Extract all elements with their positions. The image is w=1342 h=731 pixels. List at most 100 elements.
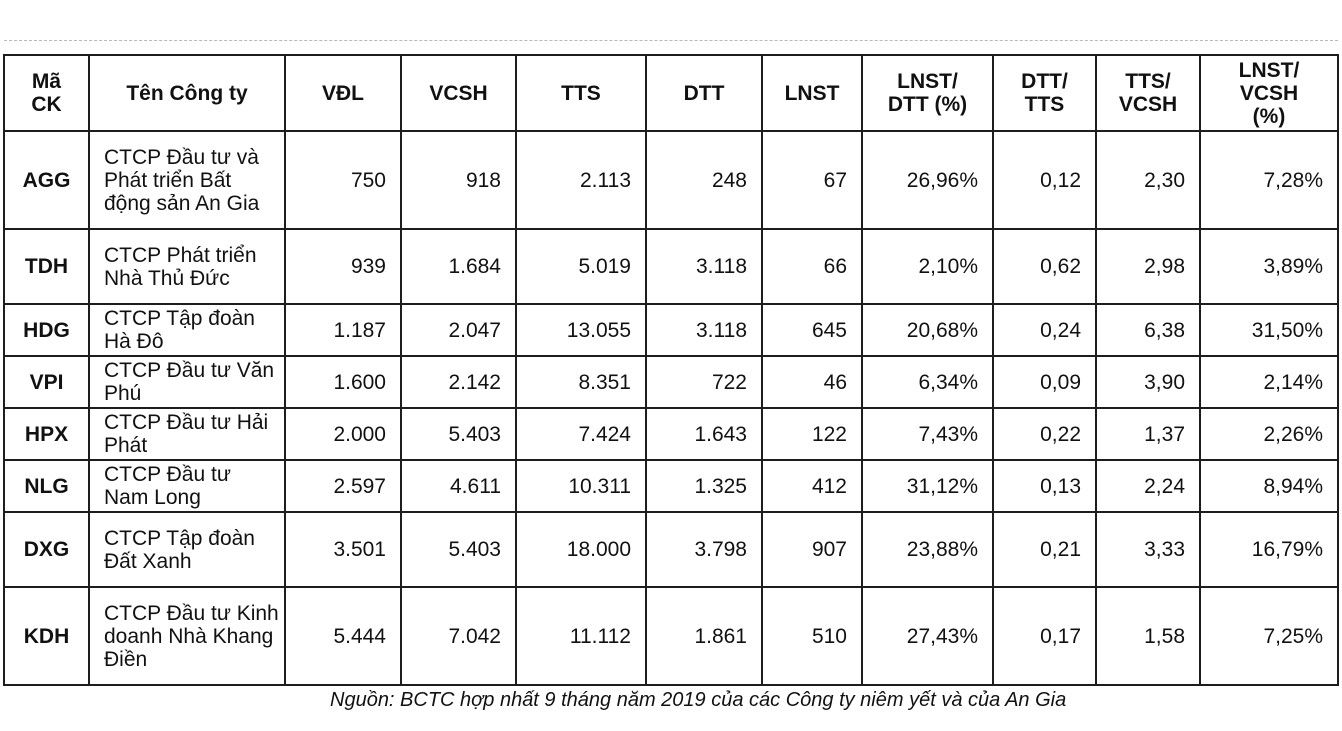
cell-code: DXG <box>3 511 90 588</box>
cell-vdl: 1.187 <box>284 303 402 357</box>
table-row: HDG CTCP Tập đoàn Hà Đô 1.187 2.047 13.0… <box>3 303 1339 357</box>
cell-dtt: 3.118 <box>645 228 763 305</box>
cell-lnst-vcsh: 31,50% <box>1199 303 1339 357</box>
cell-lnst-vcsh: 7,28% <box>1199 130 1339 230</box>
cell-tts: 5.019 <box>515 228 647 305</box>
cell-dtt-tts: 0,13 <box>992 459 1097 513</box>
cell-tts-vcsh: 3,33 <box>1095 511 1201 588</box>
cell-lnst: 122 <box>761 407 863 461</box>
cell-lnst-dtt: 7,43% <box>861 407 994 461</box>
cell-tts: 2.113 <box>515 130 647 230</box>
cell-vcsh: 7.042 <box>400 586 517 686</box>
cell-lnst-dtt: 2,10% <box>861 228 994 305</box>
cell-lnst-dtt: 26,96% <box>861 130 994 230</box>
top-dashed-line <box>4 40 1338 42</box>
cell-code: TDH <box>3 228 90 305</box>
cell-tts-vcsh: 2,98 <box>1095 228 1201 305</box>
cell-lnst: 412 <box>761 459 863 513</box>
cell-tts: 8.351 <box>515 355 647 409</box>
cell-vcsh: 5.403 <box>400 407 517 461</box>
cell-tts: 13.055 <box>515 303 647 357</box>
cell-lnst: 66 <box>761 228 863 305</box>
cell-company-name: CTCP Phát triển Nhà Thủ Đức <box>88 228 286 305</box>
cell-dtt: 248 <box>645 130 763 230</box>
cell-dtt-tts: 0,17 <box>992 586 1097 686</box>
cell-dtt-tts: 0,21 <box>992 511 1097 588</box>
table-row: KDH CTCP Đầu tư Kinh doanh Nhà Khang Điề… <box>3 586 1339 686</box>
cell-company-name: CTCP Đầu tư Hải Phát <box>88 407 286 461</box>
cell-lnst-vcsh: 2,14% <box>1199 355 1339 409</box>
cell-lnst: 510 <box>761 586 863 686</box>
cell-code: NLG <box>3 459 90 513</box>
cell-code: AGG <box>3 130 90 230</box>
header-dtt-tts: DTT/ TTS <box>992 54 1097 132</box>
cell-tts-vcsh: 2,24 <box>1095 459 1201 513</box>
cell-lnst: 46 <box>761 355 863 409</box>
cell-dtt: 3.118 <box>645 303 763 357</box>
table-row: VPI CTCP Đầu tư Văn Phú 1.600 2.142 8.35… <box>3 355 1339 409</box>
cell-vdl: 2.000 <box>284 407 402 461</box>
cell-vcsh: 1.684 <box>400 228 517 305</box>
cell-vcsh: 918 <box>400 130 517 230</box>
cell-dtt: 3.798 <box>645 511 763 588</box>
cell-company-name: CTCP Đầu tư Nam Long <box>88 459 286 513</box>
cell-lnst-dtt: 6,34% <box>861 355 994 409</box>
cell-tts-vcsh: 3,90 <box>1095 355 1201 409</box>
cell-lnst-vcsh: 7,25% <box>1199 586 1339 686</box>
cell-code: KDH <box>3 586 90 686</box>
cell-lnst-vcsh: 2,26% <box>1199 407 1339 461</box>
cell-vdl: 5.444 <box>284 586 402 686</box>
cell-lnst-dtt: 20,68% <box>861 303 994 357</box>
cell-dtt: 722 <box>645 355 763 409</box>
table-row: TDH CTCP Phát triển Nhà Thủ Đức 939 1.68… <box>3 228 1339 305</box>
cell-company-name: CTCP Tập đoàn Đất Xanh <box>88 511 286 588</box>
header-lnst-dtt: LNST/ DTT (%) <box>861 54 994 132</box>
cell-company-name: CTCP Đầu tư Kinh doanh Nhà Khang Điền <box>88 586 286 686</box>
cell-code: VPI <box>3 355 90 409</box>
cell-dtt: 1.861 <box>645 586 763 686</box>
cell-code: HDG <box>3 303 90 357</box>
source-note: Nguồn: BCTC hợp nhất 9 tháng năm 2019 củ… <box>330 689 1067 711</box>
cell-tts-vcsh: 6,38 <box>1095 303 1201 357</box>
header-ten-cong-ty: Tên Công ty <box>88 54 286 132</box>
cell-tts-vcsh: 1,37 <box>1095 407 1201 461</box>
table-row: HPX CTCP Đầu tư Hải Phát 2.000 5.403 7.4… <box>3 407 1339 461</box>
table-row: DXG CTCP Tập đoàn Đất Xanh 3.501 5.403 1… <box>3 511 1339 588</box>
cell-dtt: 1.325 <box>645 459 763 513</box>
cell-vcsh: 4.611 <box>400 459 517 513</box>
header-lnst-vcsh: LNST/ VCSH (%) <box>1199 54 1339 132</box>
cell-code: HPX <box>3 407 90 461</box>
cell-lnst-dtt: 31,12% <box>861 459 994 513</box>
cell-dtt-tts: 0,62 <box>992 228 1097 305</box>
header-row: Mã CK Tên Công ty VĐL VCSH TTS DTT LNST … <box>3 54 1339 132</box>
cell-tts: 18.000 <box>515 511 647 588</box>
cell-lnst-vcsh: 3,89% <box>1199 228 1339 305</box>
cell-vcsh: 2.142 <box>400 355 517 409</box>
cell-dtt-tts: 0,24 <box>992 303 1097 357</box>
cell-lnst: 67 <box>761 130 863 230</box>
header-vdl: VĐL <box>284 54 402 132</box>
cell-company-name: CTCP Đầu tư và Phát triển Bất động sản A… <box>88 130 286 230</box>
cell-tts: 11.112 <box>515 586 647 686</box>
cell-lnst-dtt: 23,88% <box>861 511 994 588</box>
cell-tts-vcsh: 1,58 <box>1095 586 1201 686</box>
header-ma-ck: Mã CK <box>3 54 90 132</box>
cell-vcsh: 5.403 <box>400 511 517 588</box>
cell-vdl: 3.501 <box>284 511 402 588</box>
header-tts: TTS <box>515 54 647 132</box>
cell-vdl: 2.597 <box>284 459 402 513</box>
cell-lnst-vcsh: 8,94% <box>1199 459 1339 513</box>
cell-tts: 7.424 <box>515 407 647 461</box>
cell-dtt-tts: 0,09 <box>992 355 1097 409</box>
company-financial-table: Mã CK Tên Công ty VĐL VCSH TTS DTT LNST … <box>3 54 1339 686</box>
cell-dtt: 1.643 <box>645 407 763 461</box>
cell-lnst-vcsh: 16,79% <box>1199 511 1339 588</box>
cell-vdl: 939 <box>284 228 402 305</box>
cell-dtt-tts: 0,22 <box>992 407 1097 461</box>
table-row: AGG CTCP Đầu tư và Phát triển Bất động s… <box>3 130 1339 230</box>
cell-vcsh: 2.047 <box>400 303 517 357</box>
cell-company-name: CTCP Đầu tư Văn Phú <box>88 355 286 409</box>
cell-vdl: 750 <box>284 130 402 230</box>
header-vcsh: VCSH <box>400 54 517 132</box>
cell-lnst-dtt: 27,43% <box>861 586 994 686</box>
